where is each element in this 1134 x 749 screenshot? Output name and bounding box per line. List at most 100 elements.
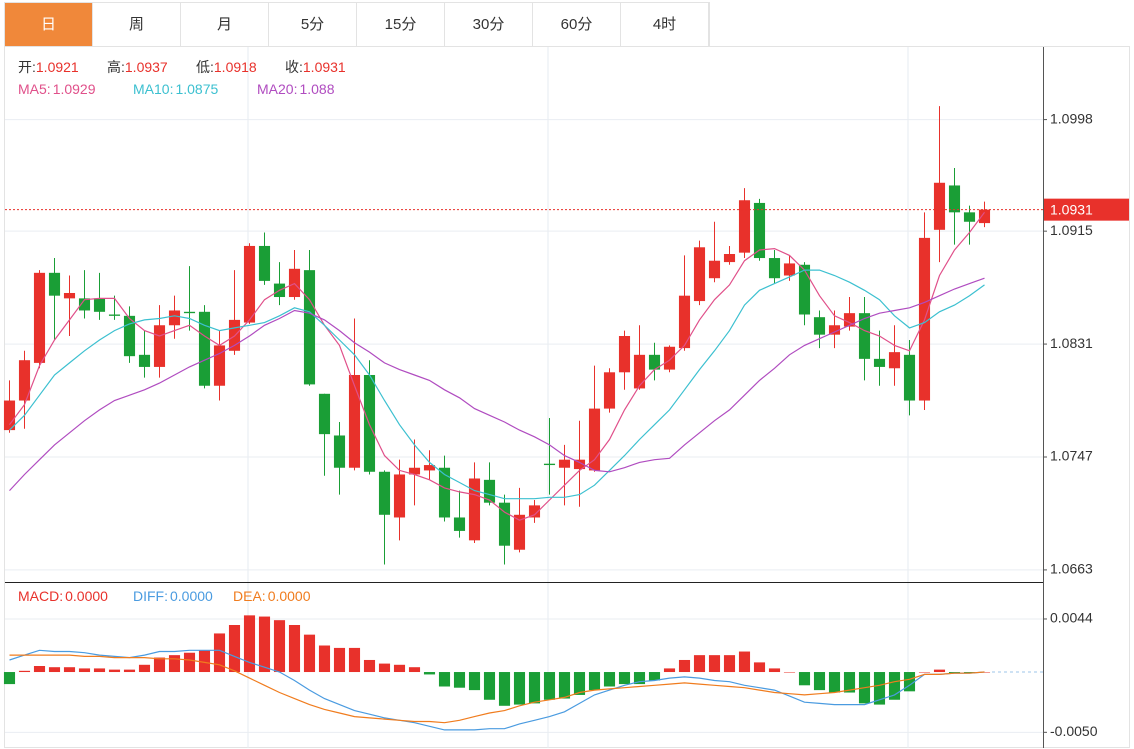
macd-bar	[798, 672, 811, 686]
legend-value: 1.0929	[53, 81, 96, 97]
candle-body	[738, 200, 751, 253]
macd-bar	[258, 616, 271, 673]
y-tick-label: 1.0747	[1050, 448, 1093, 464]
candle-body	[933, 182, 946, 230]
legend-name: MACD:	[18, 588, 63, 604]
period-tabs: 日周月 5分 15分 30分 60分 4时	[4, 2, 710, 46]
candle-body	[468, 478, 481, 541]
macd-bar	[378, 663, 391, 673]
macd-bar	[708, 655, 721, 673]
candle-body	[558, 459, 571, 468]
ma-line	[9, 211, 985, 521]
ma-line	[9, 269, 985, 500]
candle-body	[453, 517, 466, 531]
ohlc-value: 1.0918	[214, 59, 257, 75]
candle-body	[168, 310, 181, 326]
candle-body	[438, 467, 451, 518]
period-tab[interactable]: 周	[93, 3, 181, 46]
legend-entry: DIFF: 0.0000	[133, 588, 213, 604]
macd-bar	[843, 672, 856, 693]
macd-bar	[558, 672, 571, 699]
legend-entry: MA20: 1.088	[257, 81, 335, 97]
macd-bar	[288, 625, 301, 673]
candle-body	[873, 358, 886, 367]
candle-body	[153, 325, 166, 367]
ohlc-value: 1.0921	[36, 59, 79, 75]
macd-bar	[168, 655, 181, 673]
candle-body	[723, 254, 736, 263]
candle-body	[828, 325, 841, 335]
ohlc-value: 1.0931	[303, 59, 346, 75]
macd-bar	[243, 615, 256, 673]
macd-bar	[618, 672, 631, 685]
candle-body	[333, 435, 346, 468]
macd-bar	[273, 620, 286, 673]
candle-body	[648, 354, 661, 370]
candle-body	[63, 292, 76, 299]
macd-bar	[528, 672, 541, 704]
macd-bar	[348, 647, 361, 673]
last-price-box	[1044, 198, 1129, 221]
candle-body	[123, 315, 136, 357]
macd-bar	[438, 672, 451, 687]
legend-value: 0.0000	[268, 588, 311, 604]
y-tick-label: 1.0998	[1050, 110, 1093, 126]
candle-body	[3, 400, 16, 431]
indicator-line	[9, 649, 985, 731]
macd-bar	[423, 672, 436, 675]
candle-body	[843, 313, 856, 327]
legend-name: DIFF:	[133, 588, 168, 604]
ohlc-entry: 收:1.0931	[285, 59, 346, 75]
period-tab[interactable]: 60分	[533, 3, 621, 46]
candle-body	[393, 474, 406, 518]
candle-body	[573, 459, 586, 470]
macd-bar	[543, 672, 556, 700]
candle-body	[198, 311, 211, 386]
macd-bar	[573, 672, 586, 695]
legend-entry: MA5: 1.0929	[18, 81, 96, 97]
macd-bar	[678, 659, 691, 673]
candle-body	[48, 272, 61, 296]
candle-body	[963, 212, 976, 222]
candle-body	[978, 209, 991, 224]
candle-body	[138, 354, 151, 367]
candle-body	[423, 465, 436, 471]
y-tick-label: 0.0044	[1050, 610, 1093, 626]
candle-body	[303, 270, 316, 385]
macd-bar	[498, 672, 511, 706]
period-tab[interactable]: 日	[5, 3, 93, 46]
macd-bar	[873, 672, 886, 705]
macd-bar	[888, 672, 901, 700]
candle-body	[513, 514, 526, 550]
y-tick-label: -0.0050	[1050, 723, 1098, 739]
period-tab[interactable]: 30分	[445, 3, 533, 46]
macd-bar	[318, 645, 331, 673]
candle-body	[588, 408, 601, 471]
candle-body	[798, 264, 811, 315]
period-tab[interactable]: 4时	[621, 3, 709, 46]
candle-body	[888, 352, 901, 369]
candle-body	[528, 505, 541, 518]
legend-name: MA20:	[257, 81, 297, 97]
candle-body	[693, 247, 706, 302]
macd-bar	[828, 672, 841, 693]
macd-bar	[738, 651, 751, 673]
ma-line	[9, 277, 985, 492]
ohlc-name: 低:	[196, 59, 214, 75]
macd-bar	[138, 664, 151, 673]
ohlc-value: 1.0937	[125, 59, 168, 75]
macd-bar	[588, 672, 601, 691]
macd-bar	[933, 669, 946, 673]
candle-body	[708, 260, 721, 279]
macd-bar	[63, 667, 76, 673]
candle-body	[498, 502, 511, 546]
period-tab[interactable]: 15分	[357, 3, 445, 46]
period-tab[interactable]: 月	[181, 3, 269, 46]
macd-bar	[768, 668, 781, 673]
period-tab[interactable]: 5分	[269, 3, 357, 46]
candle-body	[93, 298, 106, 312]
candle-body	[378, 471, 391, 515]
macd-bar	[468, 672, 481, 691]
macd-bar	[633, 672, 646, 685]
